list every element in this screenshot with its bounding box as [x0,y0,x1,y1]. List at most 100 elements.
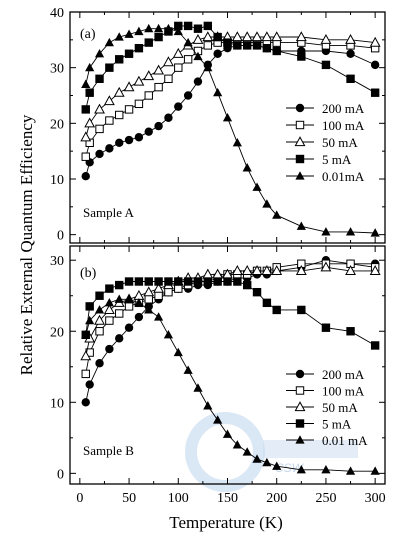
data-point [242,280,252,290]
data-point [174,284,183,293]
x-tick-label: 250 [315,491,336,506]
x-tick-label: 200 [266,491,287,506]
y-tick-label: 30 [50,62,64,77]
data-point [104,37,114,47]
legend-marker [294,136,306,147]
data-point [173,26,183,36]
data-point [124,135,134,145]
data-point [346,49,355,58]
data-point [183,21,193,31]
data-point [261,265,273,275]
legend-marker [295,154,305,164]
data-point [370,88,380,97]
data-point [272,46,281,56]
data-point [95,149,104,159]
data-point [321,60,331,70]
legend-marker [295,386,305,395]
data-point [370,341,380,350]
data-point [154,32,163,42]
data-point [192,33,204,44]
sample-label: Sample A [83,205,135,220]
data-point [81,152,90,161]
data-point [81,172,90,181]
data-point [232,440,242,449]
panel-label: (b) [80,266,97,281]
legend-entry: 100 mA [286,384,365,399]
legend-label: 50 mA [322,135,358,150]
data-point [271,31,283,42]
data-point [203,277,213,286]
data-point [233,277,242,286]
data-point [345,33,356,44]
data-point [262,43,272,53]
data-point [133,75,145,86]
data-point [95,291,104,300]
data-point [296,221,306,230]
data-point [223,38,232,47]
data-point [320,261,332,272]
data-point [242,447,252,456]
data-point [233,41,242,50]
y-tick-label: 0 [57,229,64,244]
legend-entry: 5 mA [286,152,352,167]
data-point [105,116,114,125]
data-point [163,23,174,33]
data-point [143,70,155,81]
data-point [173,347,183,357]
x-tick-label: 100 [168,491,189,506]
data-point [296,464,306,474]
data-point [251,265,263,275]
data-point [134,43,144,53]
data-point [321,323,331,332]
data-point [346,327,355,336]
data-point [134,312,144,322]
data-point [251,31,263,42]
data-point [134,298,144,307]
y-tick-label: 10 [50,173,64,188]
data-point [164,113,173,122]
data-point [134,26,144,36]
data-point [154,121,163,131]
sample-label: Sample B [83,443,134,458]
data-point [345,227,356,236]
data-point [193,24,203,33]
legend-label: 50 mA [322,400,358,415]
data-point [85,302,94,311]
data-point [295,265,307,275]
series-line [85,281,376,346]
data-point [105,63,114,72]
data-point [80,350,92,361]
data-point [134,99,144,109]
legend-marker [295,435,305,444]
legend-label: 0.01 mA [322,433,368,448]
legend-entry: 50 mA [286,400,358,415]
data-point [115,309,124,318]
data-point [297,305,306,315]
data-point [124,49,134,58]
y-tick-label: 20 [50,325,64,340]
panel-a: 0 10 20 30 40 (a) Sample A 200 mA 100 mA 50 mA 5 m… [50,6,386,244]
data-point [134,277,144,286]
x-axis-label: Temperature (K) [169,513,283,532]
data-point [85,88,94,97]
data-point [164,74,173,83]
data-point [321,227,331,236]
data-point [172,47,184,58]
data-point [80,131,92,142]
data-point [272,210,282,219]
data-point [164,287,173,297]
data-point [183,37,193,47]
data-point [174,102,183,111]
legend-label: 5 mA [322,417,352,432]
data-point [252,454,262,463]
data-point [261,31,273,42]
data-point [272,461,282,470]
data-point [115,110,124,120]
data-point [124,29,134,38]
data-point [94,103,105,114]
data-point [213,277,222,286]
data-point [81,105,90,114]
x-tick-label: 300 [365,491,386,506]
data-point [95,74,104,83]
